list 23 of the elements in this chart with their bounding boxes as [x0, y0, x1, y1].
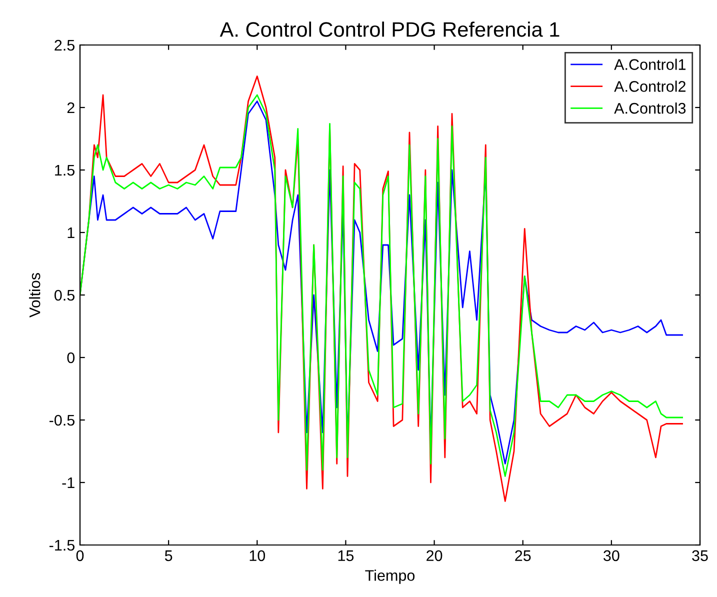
legend-label: A.Control2: [614, 80, 686, 92]
y-tick-label: -0.5: [49, 414, 74, 426]
y-tick-label: 0: [67, 352, 75, 364]
legend-label: A.Control1: [614, 58, 686, 70]
legend-label: A.Control3: [614, 102, 686, 114]
x-tick-label: 25: [515, 550, 531, 562]
x-tick-label: 30: [604, 550, 620, 562]
y-tick-label: 2: [67, 102, 74, 114]
x-tick-label: 5: [164, 550, 172, 562]
y-tick-label: -1: [62, 478, 74, 488]
y-axis-title: Voltios: [29, 273, 40, 318]
x-tick-label: 0: [76, 550, 84, 562]
x-axis-title: Tiempo: [365, 570, 415, 584]
x-tick-label: 20: [426, 550, 442, 562]
y-tick-label: 2.5: [54, 40, 74, 51]
y-tick-label: 1: [68, 228, 74, 238]
chart-title: A. Control Control PDG Referencia 1: [220, 22, 560, 37]
x-tick-label: 10: [250, 550, 266, 562]
y-tick-label: -1.5: [49, 540, 74, 551]
x-tick-label: 15: [338, 550, 354, 562]
y-tick-label: 1.5: [55, 165, 74, 176]
x-tick-label: 35: [692, 550, 708, 562]
y-tick-label: 0.5: [54, 290, 74, 301]
